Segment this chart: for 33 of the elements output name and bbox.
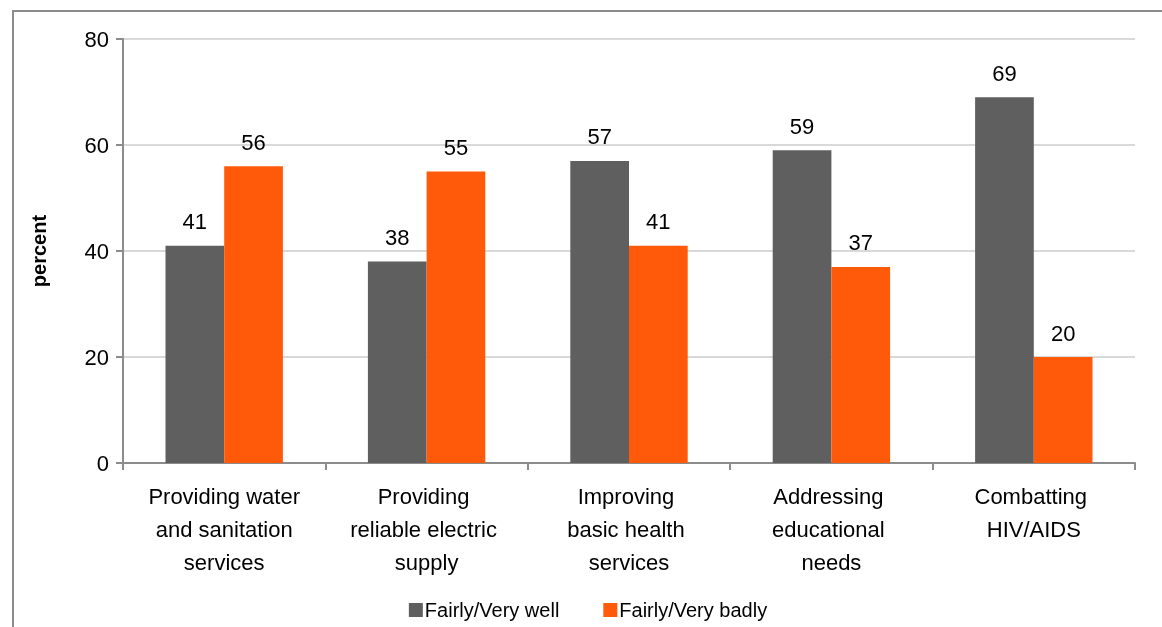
x-tick-label: Addressing educational needs: [772, 484, 891, 575]
bar: [1033, 357, 1093, 463]
data-label: 57: [587, 124, 612, 150]
y-tick-label: 80: [84, 26, 109, 52]
y-tick-label: 60: [84, 132, 109, 158]
y-axis-title: percent: [28, 214, 50, 288]
data-label: 38: [385, 225, 410, 251]
data-label: 59: [789, 113, 815, 139]
data-label: 55: [443, 135, 469, 160]
x-tick-label: Providing reliable electric supply: [350, 484, 504, 575]
bar: [772, 150, 832, 463]
bar: [367, 261, 427, 463]
x-tick-label: Combatting HIV/AIDS: [974, 484, 1094, 542]
data-label: 56: [241, 129, 266, 155]
bar: [570, 160, 629, 463]
y-tick-label: 20: [84, 344, 109, 370]
data-label: 37: [848, 230, 873, 256]
bar: [975, 97, 1034, 463]
y-tick-label: 40: [84, 238, 109, 264]
data-label: 20: [1050, 320, 1076, 346]
bar: [629, 245, 688, 463]
y-tick-label: 0: [96, 450, 109, 476]
x-tick-label: Improving basic health services: [567, 484, 691, 575]
bar: [426, 171, 486, 463]
bar: [224, 166, 283, 463]
x-tick-label: Providing water and sanitation services: [148, 484, 301, 575]
data-label: 41: [182, 209, 208, 235]
bar: [165, 245, 225, 463]
bar: [831, 266, 891, 463]
data-label: 69: [992, 60, 1017, 86]
legend-label: Fairly/Very badly: [619, 599, 768, 621]
data-label: 41: [646, 209, 671, 235]
legend-label: Fairly/Very well: [424, 599, 560, 621]
